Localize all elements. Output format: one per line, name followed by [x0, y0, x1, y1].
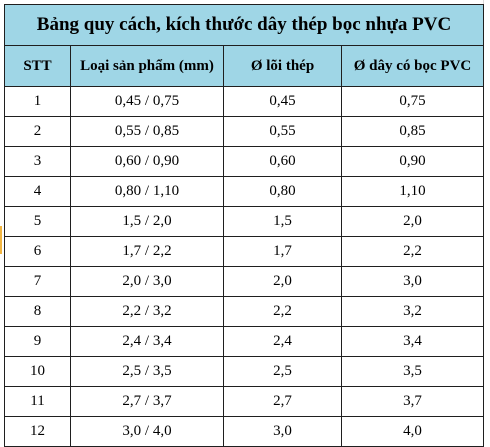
- cell-stt[interactable]: 10: [4, 356, 71, 387]
- cell-pvc-diameter[interactable]: 3,0: [340, 266, 485, 297]
- cell-product-type[interactable]: 2,7 / 3,7: [70, 386, 224, 417]
- table-row: 2 0,55 / 0,85 0,55 0,85: [4, 116, 485, 147]
- cell-steel-core[interactable]: 2,7: [223, 386, 342, 417]
- cell-product-type[interactable]: 0,55 / 0,85: [70, 116, 224, 147]
- cell-pvc-diameter[interactable]: 4,0: [340, 416, 485, 447]
- table-row: 12 3,0 / 4,0 3,0 4,0: [4, 416, 485, 447]
- cell-steel-core[interactable]: 2,4: [223, 326, 342, 357]
- cell-steel-core[interactable]: 2,0: [223, 266, 342, 297]
- cell-pvc-diameter[interactable]: 0,85: [340, 116, 485, 147]
- cell-product-type[interactable]: 0,45 / 0,75: [70, 86, 224, 117]
- cell-steel-core[interactable]: 0,55: [223, 116, 342, 147]
- cell-product-type[interactable]: 2,4 / 3,4: [70, 326, 224, 357]
- cell-stt[interactable]: 9: [4, 326, 71, 357]
- cell-product-type[interactable]: 2,0 / 3,0: [70, 266, 224, 297]
- header-steel-core[interactable]: Ø lõi thép: [223, 45, 342, 87]
- table-row: 5 1,5 / 2,0 1,5 2,0: [4, 206, 485, 237]
- cell-product-type[interactable]: 0,60 / 0,90: [70, 146, 224, 177]
- cell-steel-core[interactable]: 1,7: [223, 236, 342, 267]
- cell-steel-core[interactable]: 3,0: [223, 416, 342, 447]
- table-row: 10 2,5 / 3,5 2,5 3,5: [4, 356, 485, 387]
- cell-steel-core[interactable]: 0,60: [223, 146, 342, 177]
- cell-product-type[interactable]: 2,5 / 3,5: [70, 356, 224, 387]
- table-body: 1 0,45 / 0,75 0,45 0,75 2 0,55 / 0,85 0,55 0,85…: [4, 86, 485, 447]
- header-pvc-diameter[interactable]: Ø dây có bọc PVC: [340, 45, 485, 87]
- sheet-gridline: [483, 0, 490, 425]
- table-row: 6 1,7 / 2,2 1,7 2,2: [4, 236, 485, 267]
- cell-stt[interactable]: 8: [4, 296, 71, 327]
- cell-stt[interactable]: 6: [4, 236, 71, 267]
- table-row: 11 2,7 / 3,7 2,7 3,7: [4, 386, 485, 417]
- cell-product-type[interactable]: 1,7 / 2,2: [70, 236, 224, 267]
- cell-steel-core[interactable]: 0,45: [223, 86, 342, 117]
- header-product-type[interactable]: Loại sản phẩm (mm): [70, 45, 224, 87]
- cell-stt[interactable]: 2: [4, 116, 71, 147]
- table-row: 4 0,80 / 1,10 0,80 1,10: [4, 176, 485, 207]
- cell-steel-core[interactable]: 1,5: [223, 206, 342, 237]
- table-row: 9 2,4 / 3,4 2,4 3,4: [4, 326, 485, 357]
- cell-steel-core[interactable]: 2,5: [223, 356, 342, 387]
- cell-stt[interactable]: 12: [4, 416, 71, 447]
- cell-product-type[interactable]: 0,80 / 1,10: [70, 176, 224, 207]
- table-row: 3 0,60 / 0,90 0,60 0,90: [4, 146, 485, 177]
- cell-product-type[interactable]: 1,5 / 2,0: [70, 206, 224, 237]
- cell-pvc-diameter[interactable]: 2,0: [340, 206, 485, 237]
- cell-stt[interactable]: 7: [4, 266, 71, 297]
- cell-pvc-diameter[interactable]: 3,5: [340, 356, 485, 387]
- spec-table: Bảng quy cách, kích thước dây thép bọc n…: [3, 4, 485, 447]
- cell-pvc-diameter[interactable]: 2,2: [340, 236, 485, 267]
- row-selection-marker: [0, 226, 2, 254]
- cell-stt[interactable]: 3: [4, 146, 71, 177]
- cell-stt[interactable]: 4: [4, 176, 71, 207]
- table-title[interactable]: Bảng quy cách, kích thước dây thép bọc n…: [3, 4, 485, 46]
- cell-stt[interactable]: 1: [4, 86, 71, 117]
- cell-product-type[interactable]: 2,2 / 3,2: [70, 296, 224, 327]
- cell-pvc-diameter[interactable]: 0,75: [340, 86, 485, 117]
- cell-stt[interactable]: 5: [4, 206, 71, 237]
- cell-pvc-diameter[interactable]: 0,90: [340, 146, 485, 177]
- cell-steel-core[interactable]: 0,80: [223, 176, 342, 207]
- cell-pvc-diameter[interactable]: 3,4: [340, 326, 485, 357]
- cell-pvc-diameter[interactable]: 3,2: [340, 296, 485, 327]
- table-row: 1 0,45 / 0,75 0,45 0,75: [4, 86, 485, 117]
- cell-steel-core[interactable]: 2,2: [223, 296, 342, 327]
- cell-stt[interactable]: 11: [4, 386, 71, 417]
- header-stt[interactable]: STT: [4, 45, 71, 87]
- table-header-row: STT Loại sản phẩm (mm) Ø lõi thép Ø dây …: [4, 45, 485, 87]
- cell-pvc-diameter[interactable]: 1,10: [340, 176, 485, 207]
- table-row: 8 2,2 / 3,2 2,2 3,2: [4, 296, 485, 327]
- cell-pvc-diameter[interactable]: 3,7: [340, 386, 485, 417]
- cell-product-type[interactable]: 3,0 / 4,0: [70, 416, 224, 447]
- table-row: 7 2,0 / 3,0 2,0 3,0: [4, 266, 485, 297]
